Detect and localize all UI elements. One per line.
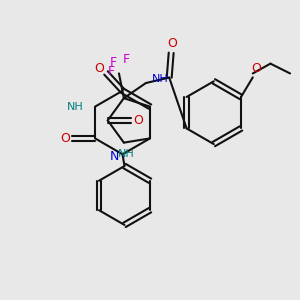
Text: N: N (110, 150, 119, 163)
Text: F: F (122, 53, 129, 66)
Text: F: F (110, 56, 117, 69)
Text: NH: NH (152, 74, 169, 84)
Text: O: O (167, 38, 177, 50)
Text: NH: NH (118, 149, 134, 159)
Text: O: O (94, 62, 104, 76)
Text: NH: NH (67, 102, 83, 112)
Text: O: O (133, 114, 143, 127)
Text: O: O (251, 62, 261, 75)
Text: F: F (108, 65, 115, 78)
Text: O: O (60, 132, 70, 145)
